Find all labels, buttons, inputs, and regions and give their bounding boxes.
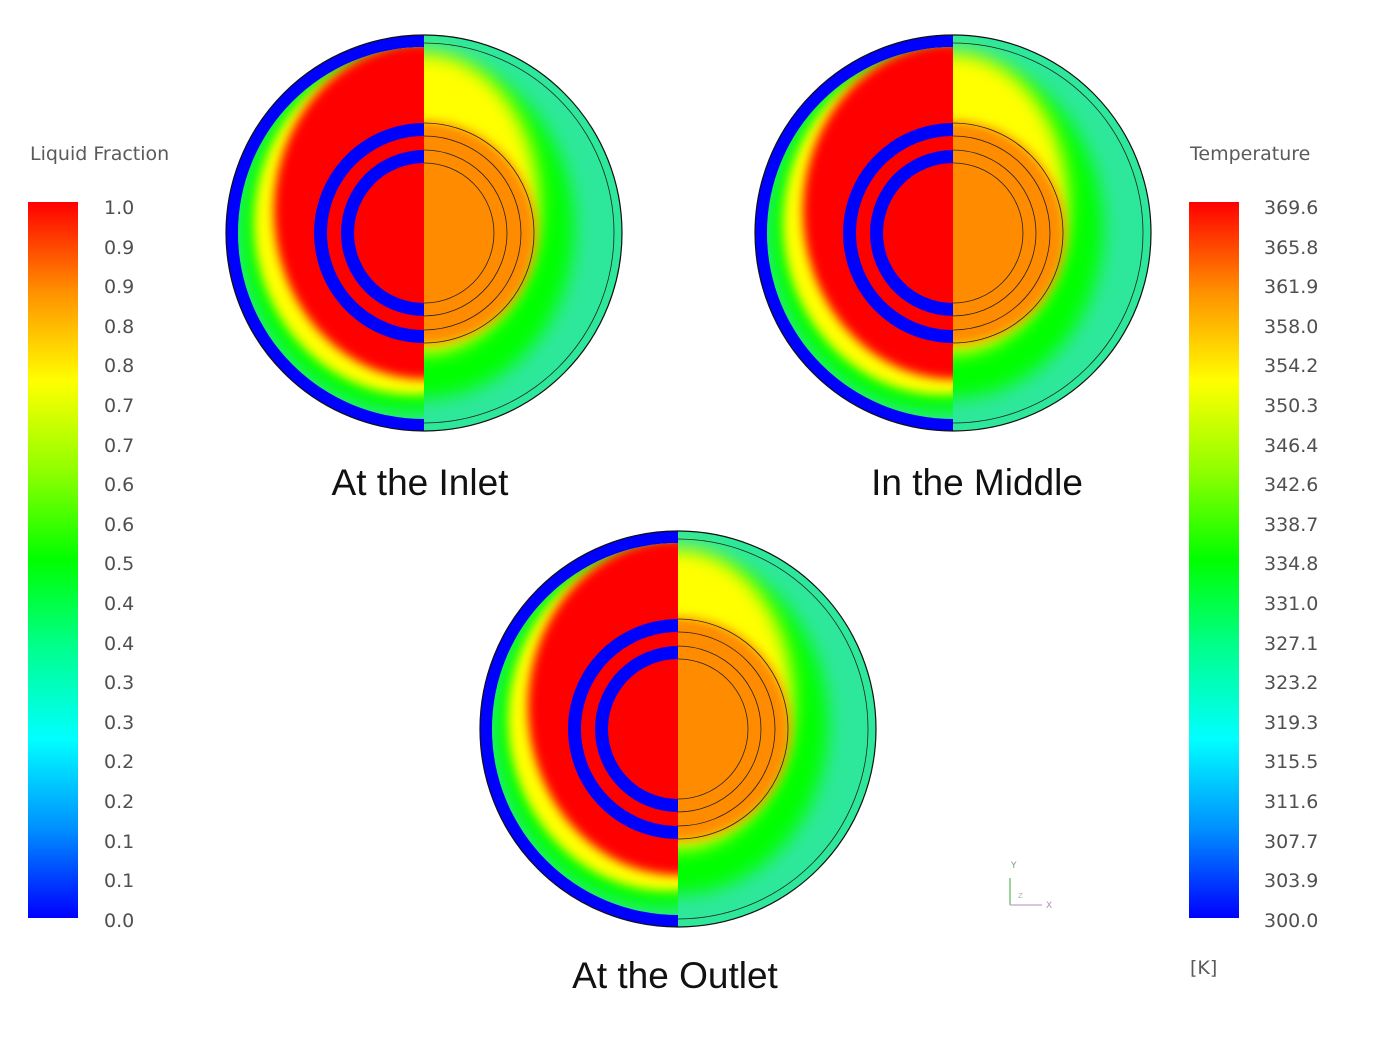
liquid-fraction-tick-label: 1.0 (104, 197, 135, 219)
liquid-fraction-tick-label: 0.8 (104, 355, 135, 378)
tube-outline-right (677, 658, 749, 800)
temperature-colorbar (1189, 202, 1239, 918)
liquid-fraction-tick-label: 0.9 (104, 276, 135, 299)
temperature-tick-label: 346.4 (1264, 434, 1319, 457)
liquid-fraction-tick-label: 0.7 (104, 395, 135, 417)
temperature-unit-label: [K] (1190, 957, 1218, 979)
section-label-inlet: At the Inlet (331, 462, 509, 503)
temperature-tick-label: 350.3 (1264, 395, 1319, 417)
liquid-fraction-tick-label: 0.7 (104, 434, 135, 457)
shell-outline (479, 530, 877, 928)
liquid-fraction-tick-label: 0.6 (104, 474, 135, 497)
shell-inner-outline (423, 42, 615, 424)
liquid-fraction-tick-label: 0.0 (104, 909, 135, 932)
liquid-fraction-legend-title: Liquid Fraction (30, 143, 170, 165)
temperature-tick-label: 342.6 (1264, 474, 1319, 497)
temperature-tick-label: 311.6 (1264, 791, 1319, 813)
axis-triad-icon: Y X Z (1009, 861, 1052, 911)
temperature-tick-label: 358.0 (1264, 315, 1319, 338)
temperature-tick-label: 365.8 (1264, 236, 1319, 259)
liquid-fraction-tick-label: 0.3 (104, 711, 135, 734)
temperature-tick-label: 327.1 (1264, 632, 1319, 655)
tube-outline-right (423, 149, 508, 317)
section-label-outlet: At the Outlet (572, 955, 778, 996)
liquid-fraction-tick-label: 0.5 (104, 553, 135, 576)
axis-z-label: Z (1018, 892, 1023, 900)
temperature-tick-label: 307.7 (1264, 830, 1319, 853)
temperature-tick-label: 369.6 (1264, 197, 1319, 219)
liquid-fraction-tick-label: 0.6 (104, 513, 135, 536)
section-label-middle: In the Middle (871, 462, 1083, 503)
tube-core-left (354, 163, 424, 303)
tube-outline-right (677, 618, 789, 840)
axis-y-label: Y (1010, 861, 1017, 871)
shell-outline (754, 34, 1152, 432)
liquid-fraction-colorbar (28, 202, 78, 918)
tube-outline-right (952, 122, 1064, 344)
shell-outline (225, 34, 623, 432)
tube-outline-right (423, 162, 495, 304)
temperature-tick-label: 303.9 (1264, 870, 1319, 893)
temperature-tick-label: 315.5 (1264, 751, 1319, 774)
tube-core-right (424, 151, 506, 315)
tube-core-left (608, 659, 678, 799)
temperature-tick-label: 354.2 (1264, 355, 1319, 378)
liquid-fraction-tick-label: 0.3 (104, 672, 135, 695)
shell-inner-outline (677, 538, 869, 920)
tube-outline-right (423, 135, 522, 331)
temperature-tick-label: 334.8 (1264, 553, 1319, 576)
liquid-fraction-tick-label: 0.9 (104, 236, 135, 259)
tube-outline-right (952, 149, 1037, 317)
cross-section-middle (754, 34, 1152, 432)
axis-x-label: X (1046, 901, 1052, 911)
tube-outline-right (677, 631, 776, 827)
cross-section-outlet (479, 530, 877, 928)
liquid-fraction-tick-label: 0.4 (104, 632, 135, 655)
tube-core-right (953, 151, 1035, 315)
liquid-fraction-tick-label: 0.4 (104, 593, 135, 615)
liquid-fraction-tick-label: 0.1 (104, 830, 135, 853)
temperature-tick-label: 331.0 (1264, 593, 1319, 615)
tube-outline-right (952, 162, 1024, 304)
temperature-tick-label: 300.0 (1264, 909, 1319, 932)
liquid-fraction-tick-label: 0.8 (104, 315, 135, 338)
tube-outline-right (677, 645, 762, 813)
tube-outline-right (423, 122, 535, 344)
cross-section-inlet (225, 34, 623, 432)
tube-core-left (883, 163, 953, 303)
liquid-fraction-tick-label: 0.2 (104, 791, 135, 813)
temperature-tick-label: 361.9 (1264, 276, 1319, 299)
temperature-tick-label: 338.7 (1264, 513, 1319, 536)
tube-outline-right (952, 135, 1051, 331)
temperature-tick-label: 319.3 (1264, 711, 1319, 734)
liquid-fraction-tick-label: 0.2 (104, 751, 135, 774)
temperature-legend-title: Temperature (1190, 143, 1311, 165)
liquid-fraction-tick-label: 0.1 (104, 870, 135, 893)
shell-inner-outline (952, 42, 1144, 424)
tube-core-right (678, 647, 760, 811)
temperature-tick-label: 323.2 (1264, 672, 1319, 695)
